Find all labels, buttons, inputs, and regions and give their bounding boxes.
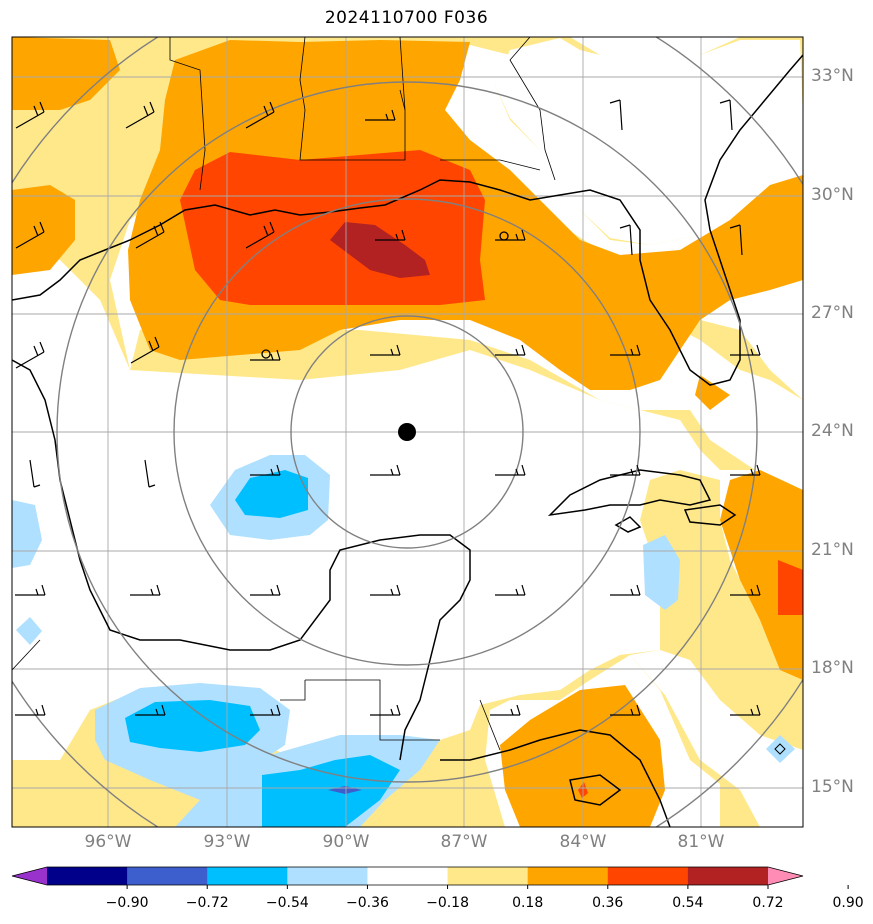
storm-center-marker [398, 423, 416, 441]
wind-barb [250, 464, 281, 476]
wind-barb [125, 101, 155, 129]
colorbar-extend-high [768, 867, 803, 885]
colorbar-segment [607, 867, 689, 885]
wind-barb [135, 221, 165, 249]
colorbar-tick-label: 0.36 [592, 895, 624, 911]
wind-barb [375, 229, 406, 241]
wind-barb [490, 704, 521, 716]
shaded-field-dark-red [330, 222, 430, 278]
colorbar-extend-low [12, 867, 47, 885]
lat-label-15n: 15°N [811, 777, 854, 797]
wind-barb [15, 221, 45, 249]
colorbar-tick-label: 0.90 [832, 895, 864, 911]
wind-barb [730, 344, 761, 356]
wind-barb [15, 341, 45, 369]
wind-barb [609, 99, 623, 131]
colorbar-tick-label: −0.36 [345, 895, 389, 911]
wind-barb [245, 221, 275, 249]
lat-label-18n: 18°N [811, 658, 854, 678]
lat-label-21n: 21°N [811, 540, 854, 560]
wind-barb [135, 704, 166, 716]
colorbar-tick-label: −0.72 [185, 895, 229, 911]
wind-barb [29, 459, 41, 488]
lat-label-30n: 30°N [811, 185, 854, 205]
colorbar-segment [367, 867, 449, 885]
lat-label-24n: 24°N [811, 421, 854, 441]
colorbar-segment [127, 867, 208, 885]
colorbar-segment [447, 867, 529, 885]
lon-label-90w: 90°W [322, 832, 370, 852]
wind-barb [719, 99, 733, 131]
lon-label-93w: 93°W [203, 832, 251, 852]
wind-barb [495, 344, 526, 356]
colorbar-outline [11, 866, 804, 886]
wind-barb [250, 584, 281, 596]
wind-barb [365, 109, 396, 121]
wind-barb [370, 464, 401, 476]
colorbar-tick-label: 0.54 [672, 895, 704, 911]
colorbar-tick-label: −0.90 [105, 895, 149, 911]
colorbar [11, 866, 849, 889]
wind-barb [610, 584, 641, 596]
coastlines [12, 54, 803, 827]
wind-barb [619, 224, 633, 256]
colorbar-segment [687, 867, 769, 885]
wind-barb [370, 344, 401, 356]
map-frame [11, 36, 804, 828]
wind-barb [610, 704, 641, 716]
wind-barb [730, 464, 761, 476]
wind-barb [15, 101, 45, 129]
gridlines [12, 37, 803, 827]
lon-label-87w: 87°W [440, 832, 488, 852]
wind-barb [15, 704, 46, 716]
colorbar-segment [527, 867, 609, 885]
colorbar-tick-label: 0.18 [512, 895, 544, 911]
wind-barb [15, 584, 46, 596]
colorbar-segment [47, 867, 128, 885]
wind-barb [370, 704, 401, 716]
map-canvas [12, 37, 803, 827]
lon-label-84w: 84°W [559, 832, 607, 852]
lon-label-81w: 81°W [677, 832, 725, 852]
colorbar-tick-label: −0.54 [265, 895, 309, 911]
wind-barbs [15, 99, 761, 716]
colorbar-tick-label: −0.18 [426, 895, 469, 911]
wind-barb [130, 336, 160, 364]
colorbar-segment [287, 867, 368, 885]
lat-label-27n: 27°N [811, 303, 854, 323]
wind-barb [610, 344, 641, 356]
wind-barb [729, 224, 743, 256]
colorbar-tick-label: 0.72 [752, 895, 784, 911]
wind-barb [610, 464, 641, 476]
wind-barb [370, 584, 401, 596]
small-circle-marker [499, 231, 509, 241]
diamond-marker [774, 743, 786, 755]
wind-barb [495, 464, 526, 476]
shaded-field-deep-sky-blue [125, 470, 400, 827]
map-title: 2024110700 F036 [324, 8, 489, 28]
small-circle-marker [261, 349, 271, 359]
wind-barb [730, 704, 761, 716]
wind-barb [130, 584, 161, 596]
wind-barb [730, 584, 761, 596]
range-rings [12, 37, 803, 827]
wind-barb [144, 459, 156, 488]
lon-label-96w: 96°W [84, 832, 132, 852]
wind-barb [495, 584, 526, 596]
wind-barb [495, 229, 526, 241]
lat-label-33n: 33°N [811, 66, 854, 86]
political-borders [12, 37, 556, 751]
wind-barb [250, 704, 281, 716]
colorbar-segment [207, 867, 288, 885]
wind-barb [250, 349, 281, 361]
wind-barb [245, 101, 275, 129]
